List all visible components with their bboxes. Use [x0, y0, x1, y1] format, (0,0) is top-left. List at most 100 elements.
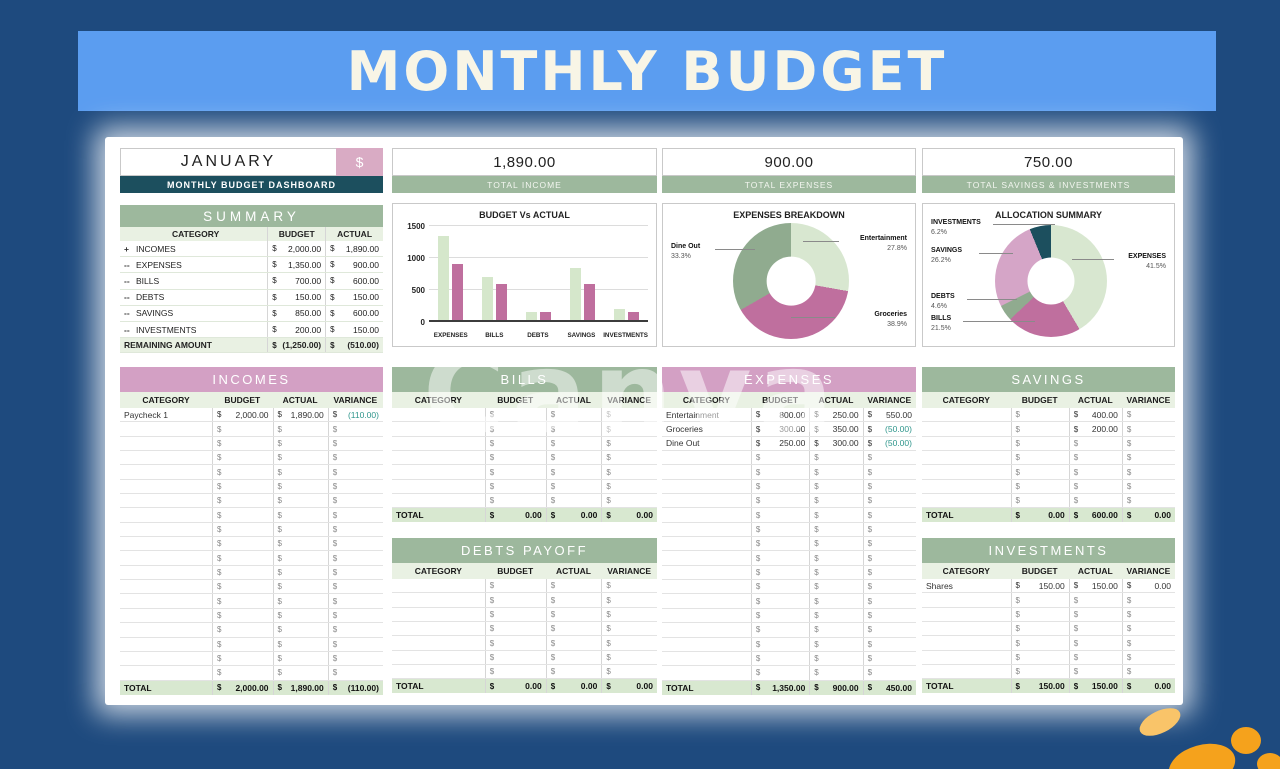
category-cell[interactable]	[120, 437, 212, 450]
table-row[interactable]: $ $ $	[392, 622, 657, 637]
amount-cell[interactable]: $300.00	[750, 422, 809, 436]
amount-cell[interactable]: $	[601, 650, 657, 665]
amount-cell[interactable]: $ (110.00)	[327, 408, 383, 422]
table-row[interactable]: $ $ $	[392, 451, 657, 466]
table-row[interactable]: $ $ $	[392, 636, 657, 651]
category-cell[interactable]	[922, 593, 1011, 606]
amount-cell[interactable]: $0.00	[601, 679, 657, 694]
table-row[interactable]: $ $ $	[922, 436, 1175, 452]
amount-cell[interactable]: $	[327, 537, 383, 551]
amount-cell[interactable]: $700.00	[267, 273, 325, 289]
amount-cell[interactable]: $	[750, 479, 809, 494]
amount-cell[interactable]: $	[1068, 465, 1122, 479]
category-cell[interactable]	[922, 665, 1011, 678]
amount-cell[interactable]: $	[809, 594, 862, 608]
amount-cell[interactable]: $	[862, 465, 916, 479]
table-total-row[interactable]: TOTAL $2,000.00 $1,890.00 $ (110.00)	[120, 680, 383, 695]
amount-cell[interactable]: $	[809, 465, 862, 479]
table-row[interactable]: $ $ $	[120, 522, 383, 538]
amount-cell[interactable]: $	[1010, 422, 1069, 436]
amount-cell[interactable]: $	[272, 608, 328, 623]
summary-row[interactable]: -- BILLS $700.00 $600.00	[120, 273, 383, 290]
category-cell[interactable]: Groceries	[666, 424, 703, 435]
amount-cell[interactable]: $ (1,250.00)	[267, 338, 325, 353]
amount-cell[interactable]: $	[750, 465, 809, 479]
total-income-value[interactable]: 1,890.00	[392, 148, 657, 176]
total-expenses-value[interactable]: 900.00	[662, 148, 916, 176]
amount-cell[interactable]: $	[327, 623, 383, 637]
amount-cell[interactable]: $	[1121, 593, 1175, 607]
amount-cell[interactable]: $	[1121, 465, 1175, 479]
category-cell[interactable]	[922, 622, 1011, 635]
amount-cell[interactable]: $0.00	[1121, 679, 1175, 694]
table-row[interactable]: $ $ $	[392, 408, 657, 423]
table-row[interactable]: $ $ $	[392, 607, 657, 623]
amount-cell[interactable]: $450.00	[862, 680, 916, 695]
amount-cell[interactable]: $	[862, 522, 916, 537]
category-cell[interactable]	[120, 623, 212, 636]
amount-cell[interactable]: $	[484, 436, 546, 451]
table-row[interactable]: $ $ $	[120, 436, 383, 452]
amount-cell[interactable]: $150.00	[267, 289, 325, 305]
amount-cell[interactable]: $	[484, 422, 546, 436]
amount-cell[interactable]: $	[750, 637, 809, 651]
category-cell[interactable]	[662, 537, 751, 550]
bar-group[interactable]	[473, 226, 517, 322]
table-row[interactable]: $ $ $	[662, 508, 916, 523]
amount-cell[interactable]: $	[1010, 436, 1069, 451]
category-cell[interactable]	[662, 623, 751, 636]
amount-cell[interactable]: $400.00	[1068, 408, 1122, 422]
amount-cell[interactable]: $	[484, 579, 546, 593]
amount-cell[interactable]: $	[601, 422, 657, 436]
bar-group[interactable]	[429, 226, 473, 322]
amount-cell[interactable]: $	[327, 580, 383, 594]
table-row[interactable]: $ $ $	[922, 622, 1175, 637]
amount-cell[interactable]: $	[1121, 494, 1175, 508]
category-cell[interactable]	[922, 480, 1011, 493]
amount-cell[interactable]: $	[272, 508, 328, 522]
summary-row[interactable]: + INCOMES $2,000.00 $1,890.00	[120, 241, 383, 258]
amount-cell[interactable]: $	[272, 565, 328, 580]
table-row[interactable]: $ $ $	[120, 623, 383, 638]
category-cell[interactable]	[120, 494, 212, 507]
summary-row[interactable]: -- DEBTS $150.00 $150.00	[120, 289, 383, 306]
category-cell[interactable]	[662, 523, 751, 536]
category-cell[interactable]	[662, 566, 751, 579]
category-cell[interactable]	[120, 594, 212, 607]
amount-cell[interactable]: $2,000.00	[267, 241, 325, 257]
amount-cell[interactable]: $	[1068, 650, 1122, 665]
amount-cell[interactable]: $	[484, 665, 546, 679]
category-cell[interactable]	[662, 451, 751, 464]
table-row[interactable]: $ $ $	[662, 494, 916, 509]
category-cell[interactable]: Dine Out	[666, 438, 700, 449]
table-total-row[interactable]: TOTAL $150.00 $150.00 $0.00	[922, 679, 1175, 694]
donut-ring[interactable]	[995, 225, 1107, 337]
category-cell[interactable]	[392, 636, 485, 649]
amount-cell[interactable]: $	[545, 451, 602, 465]
amount-cell[interactable]: $	[1010, 607, 1069, 622]
table-row[interactable]: Entertainment $800.00 $250.00 $550.00	[662, 408, 916, 423]
amount-cell[interactable]: $	[327, 651, 383, 666]
table-row[interactable]: $ $ $	[120, 651, 383, 667]
category-cell[interactable]	[662, 594, 751, 607]
amount-cell[interactable]: $	[862, 565, 916, 580]
table-row[interactable]: $ $ $	[662, 608, 916, 624]
amount-cell[interactable]: $	[750, 522, 809, 537]
category-cell[interactable]	[662, 580, 751, 593]
amount-cell[interactable]: $2,000.00	[212, 408, 272, 422]
amount-cell[interactable]: $	[1010, 451, 1069, 465]
amount-cell[interactable]: $600.00	[1068, 508, 1122, 523]
category-cell[interactable]	[662, 465, 751, 478]
table-row[interactable]: $ $ $	[662, 522, 916, 538]
amount-cell[interactable]: $	[862, 608, 916, 623]
amount-cell[interactable]: $	[601, 593, 657, 607]
amount-cell[interactable]: $	[327, 479, 383, 494]
category-cell[interactable]	[120, 422, 212, 435]
amount-cell[interactable]: $	[862, 537, 916, 551]
amount-cell[interactable]: $150.00	[325, 289, 383, 305]
amount-cell[interactable]: $	[1010, 465, 1069, 479]
amount-cell[interactable]: $	[1068, 636, 1122, 650]
category-cell[interactable]	[922, 465, 1011, 478]
amount-cell[interactable]: $	[1121, 408, 1175, 422]
category-cell[interactable]	[922, 494, 1011, 507]
